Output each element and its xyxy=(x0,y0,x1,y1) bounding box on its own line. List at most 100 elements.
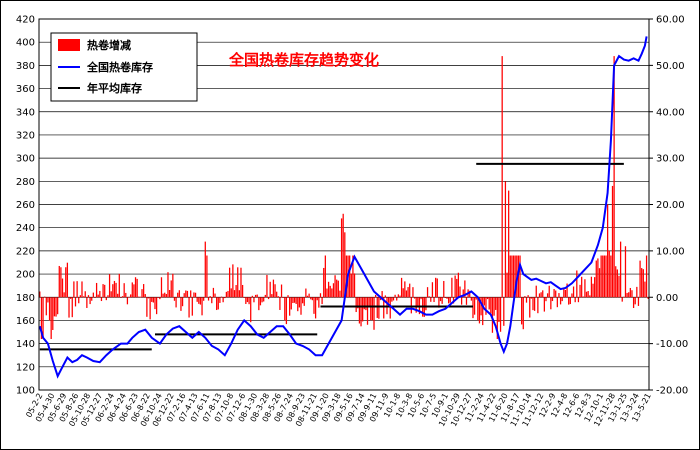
change-bar xyxy=(201,297,203,316)
change-bar xyxy=(551,297,554,302)
change-bar xyxy=(209,296,211,298)
change-bar xyxy=(339,290,341,298)
change-bar xyxy=(133,284,135,298)
change-bar xyxy=(180,297,182,311)
change-bar xyxy=(613,56,615,298)
change-bar xyxy=(611,185,614,298)
change-bar xyxy=(524,296,526,298)
change-bar xyxy=(473,297,476,315)
change-bar xyxy=(340,218,343,298)
change-bar xyxy=(159,297,161,300)
change-bar xyxy=(610,255,612,298)
change-bar xyxy=(569,297,571,305)
change-bar xyxy=(230,288,232,298)
change-bar xyxy=(636,286,638,298)
change-bar xyxy=(276,291,278,298)
right-tick-label: 40.00 xyxy=(656,107,685,118)
change-bar xyxy=(308,293,310,298)
left-tick-label: 280 xyxy=(16,177,35,188)
change-bar xyxy=(57,297,59,315)
change-bar xyxy=(392,297,395,301)
change-bar xyxy=(126,297,129,305)
left-tick-label: 240 xyxy=(16,223,35,234)
change-bar xyxy=(553,289,555,298)
change-bar xyxy=(334,275,336,298)
change-bar xyxy=(546,293,549,298)
change-bar xyxy=(533,297,536,311)
change-bar xyxy=(274,284,276,298)
change-bar xyxy=(121,296,124,298)
change-bar xyxy=(493,297,495,316)
change-bar xyxy=(412,287,414,298)
change-bar xyxy=(47,297,49,303)
change-bar xyxy=(590,276,593,298)
change-bar xyxy=(53,297,56,317)
change-bar xyxy=(310,297,312,300)
change-bar xyxy=(246,297,249,303)
change-bar xyxy=(379,297,382,301)
change-bar xyxy=(118,273,120,298)
change-bar xyxy=(178,290,180,298)
change-bar xyxy=(456,278,458,298)
change-bar xyxy=(165,294,167,298)
change-bar xyxy=(55,297,57,317)
change-bar xyxy=(602,255,604,298)
change-bar xyxy=(306,295,309,298)
change-bar xyxy=(509,255,511,298)
change-bar xyxy=(134,277,137,298)
right-tick-label: 20.00 xyxy=(656,200,685,211)
change-bar xyxy=(363,297,365,310)
change-bar xyxy=(435,277,437,298)
change-bar xyxy=(598,268,601,298)
change-bar xyxy=(303,297,305,306)
left-tick-label: 400 xyxy=(16,38,35,49)
change-bar xyxy=(579,284,581,298)
change-bar xyxy=(173,297,176,301)
change-bar xyxy=(131,282,133,298)
change-bar xyxy=(540,292,542,298)
change-bar xyxy=(626,292,628,298)
change-bar xyxy=(605,255,607,298)
change-bar xyxy=(86,297,88,308)
change-bar xyxy=(254,294,257,298)
change-bar xyxy=(375,294,377,298)
change-bar xyxy=(535,285,537,298)
change-bar xyxy=(425,297,427,311)
change-bar xyxy=(125,292,127,298)
change-bar xyxy=(61,278,64,298)
change-bar xyxy=(155,297,158,315)
change-bar xyxy=(400,277,403,298)
change-bar xyxy=(597,258,599,298)
change-bar xyxy=(120,297,122,298)
change-bar xyxy=(107,295,109,298)
change-bar xyxy=(199,297,202,305)
change-bar xyxy=(490,297,492,314)
right-tick-label: 0.00 xyxy=(656,293,678,304)
change-bar xyxy=(68,297,70,318)
change-bar xyxy=(621,297,623,302)
legend: 热卷增减 全国热卷库存 年平均库存 xyxy=(50,32,198,102)
change-bar xyxy=(250,297,252,323)
change-bar xyxy=(503,297,505,326)
change-bar xyxy=(287,295,289,298)
change-bar xyxy=(248,297,250,305)
change-bar xyxy=(623,296,625,298)
change-bar xyxy=(144,294,146,298)
change-bar xyxy=(326,288,328,298)
change-bar xyxy=(410,297,412,314)
change-bar xyxy=(128,296,130,298)
change-bar xyxy=(441,297,443,304)
change-bar xyxy=(420,297,422,300)
inventory-line xyxy=(38,36,648,379)
change-bar xyxy=(241,284,244,298)
change-bar xyxy=(123,283,125,298)
legend-label-change: 热卷增减 xyxy=(87,38,131,52)
change-bar xyxy=(642,269,644,298)
left-tick-label: 140 xyxy=(16,339,35,350)
change-bar xyxy=(63,292,65,298)
change-bar xyxy=(391,297,393,302)
change-bar xyxy=(42,297,44,339)
change-bar xyxy=(413,297,416,299)
right-tick-label: 10.00 xyxy=(656,246,685,257)
